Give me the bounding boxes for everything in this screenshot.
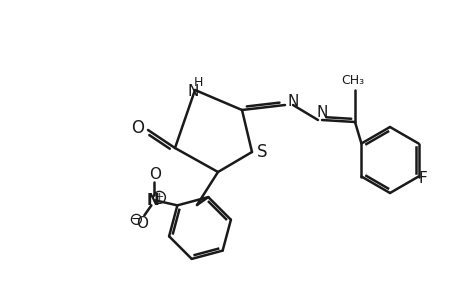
Text: N: N [187, 83, 198, 98]
Text: −: − [131, 213, 141, 226]
Text: S: S [256, 143, 267, 161]
Text: CH₃: CH₃ [341, 74, 364, 86]
Text: N: N [316, 104, 327, 119]
Text: O: O [131, 119, 144, 137]
Text: H: H [193, 76, 202, 88]
Text: +: + [154, 192, 164, 203]
Text: O: O [136, 216, 148, 231]
Text: N: N [287, 94, 298, 109]
Text: N: N [147, 193, 159, 208]
Text: F: F [417, 171, 426, 186]
Text: O: O [149, 167, 161, 182]
